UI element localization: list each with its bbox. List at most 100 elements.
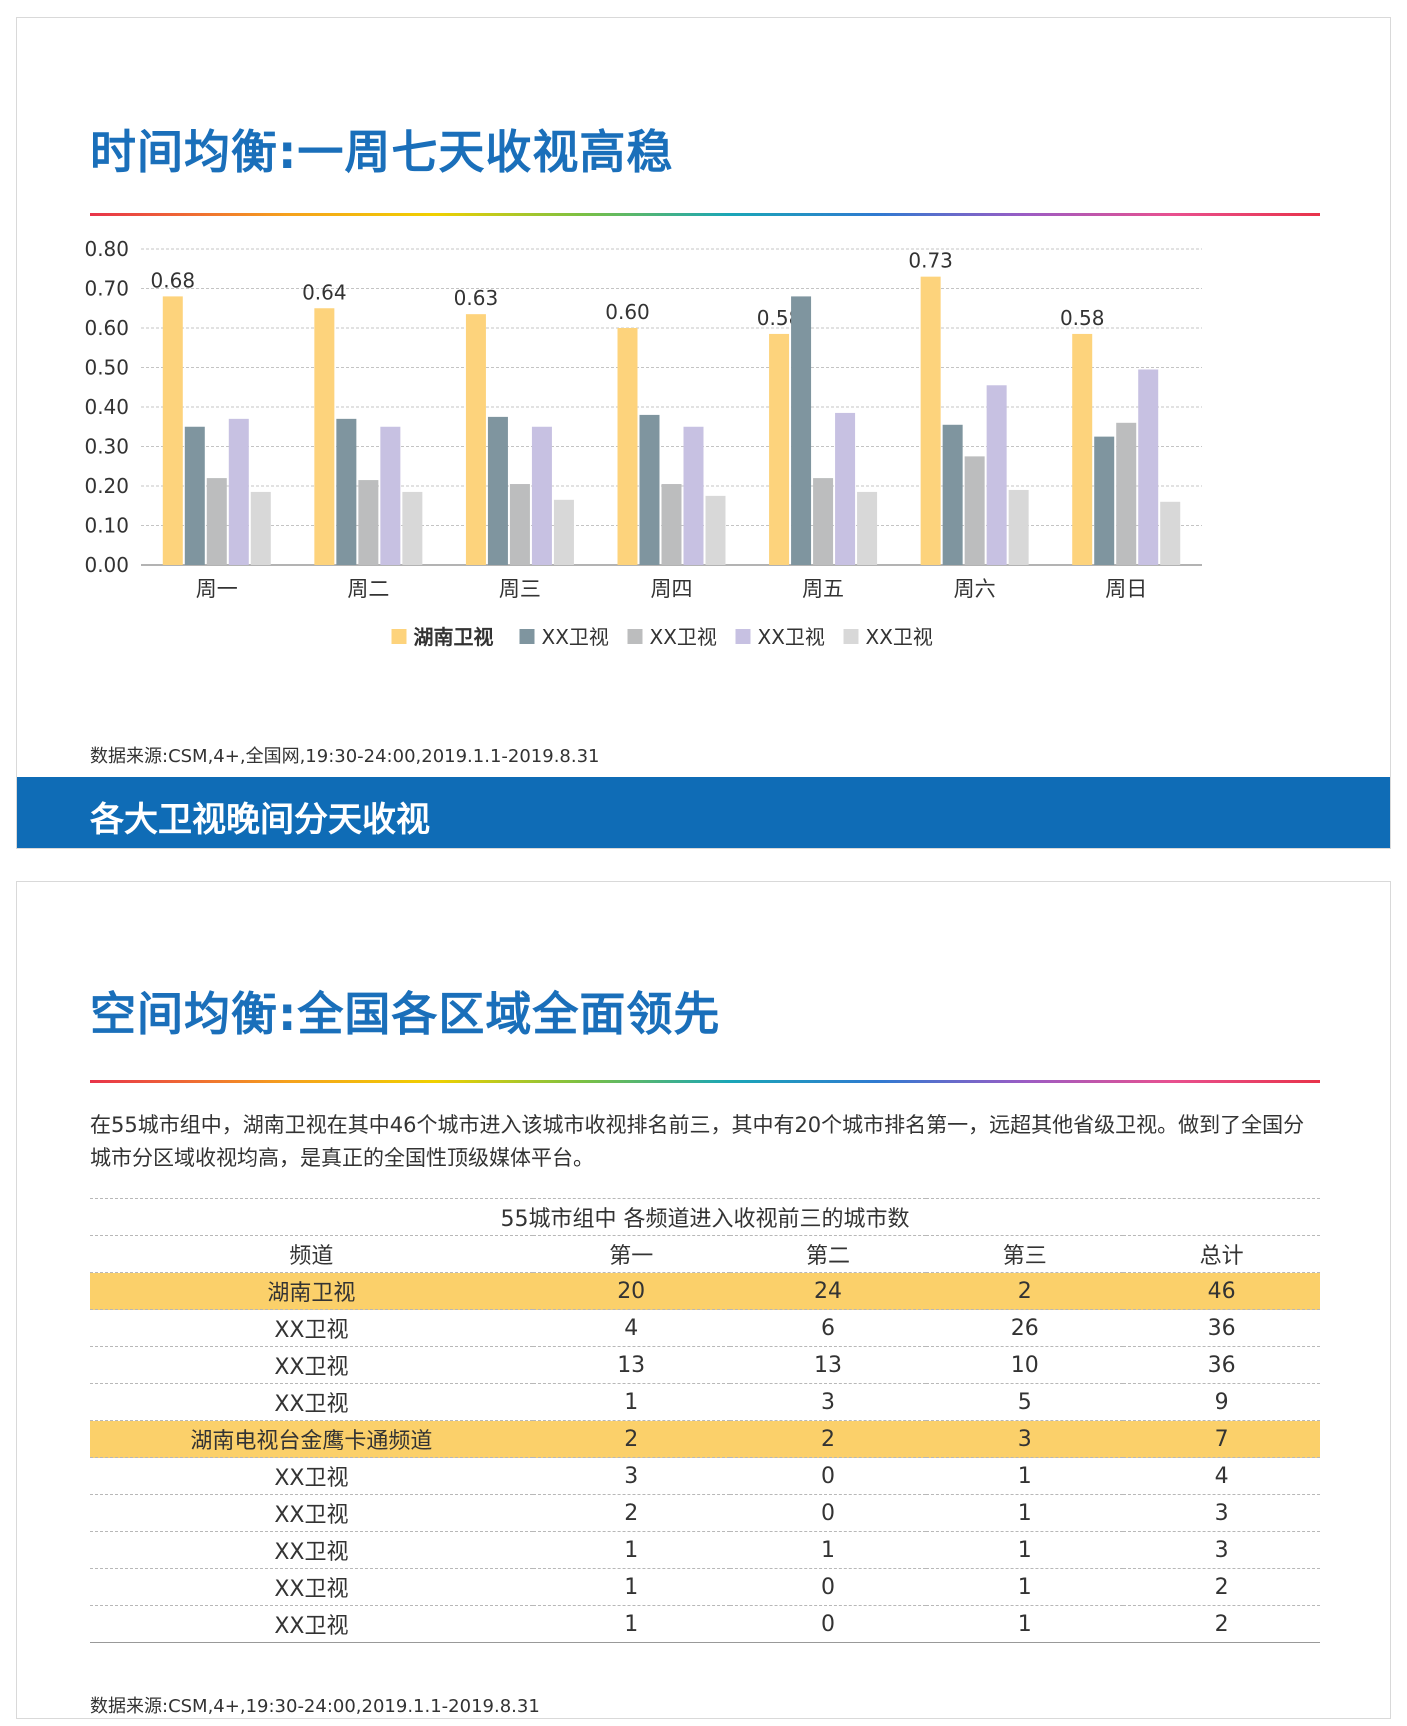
bar bbox=[661, 484, 682, 565]
bar bbox=[162, 296, 183, 565]
bar bbox=[964, 456, 985, 565]
y-tick-label: 0.50 bbox=[84, 356, 129, 380]
bar bbox=[509, 484, 530, 565]
cell-third: 1 bbox=[926, 1457, 1124, 1495]
cell-total: 46 bbox=[1123, 1272, 1320, 1310]
cell-third: 5 bbox=[926, 1383, 1124, 1421]
header-channel: 频道 bbox=[90, 1235, 533, 1273]
x-tick-label: 周二 bbox=[347, 577, 389, 601]
bar bbox=[358, 480, 379, 565]
cell-channel: XX卫视 bbox=[90, 1346, 533, 1384]
x-tick-label: 周六 bbox=[954, 577, 996, 601]
bar-data-label: 0.73 bbox=[908, 249, 953, 273]
cell-channel: XX卫视 bbox=[90, 1457, 533, 1495]
bar bbox=[1072, 333, 1093, 565]
bar bbox=[487, 416, 508, 565]
legend-label: XX卫视 bbox=[866, 625, 933, 649]
bar bbox=[705, 495, 726, 565]
cell-total: 2 bbox=[1123, 1568, 1320, 1606]
slide1-title: 时间均衡:一周七天收视高稳 bbox=[90, 125, 674, 179]
cell-channel: 湖南电视台金鹰卡通频道 bbox=[90, 1420, 533, 1458]
bar bbox=[683, 426, 704, 565]
legend-label: 湖南卫视 bbox=[414, 625, 494, 649]
slide2-title: 空间均衡:全国各区域全面领先 bbox=[90, 987, 721, 1041]
header-second: 第二 bbox=[729, 1235, 927, 1273]
legend-swatch bbox=[735, 629, 751, 644]
cell-third: 2 bbox=[926, 1272, 1124, 1310]
bar bbox=[250, 491, 271, 565]
bar bbox=[769, 333, 790, 565]
cell-total: 9 bbox=[1123, 1383, 1320, 1421]
bar bbox=[942, 424, 963, 565]
slide1-footer-text: 各大卫视晚间分天收视 bbox=[90, 800, 430, 840]
cell-second: 13 bbox=[729, 1346, 927, 1384]
cell-first: 4 bbox=[532, 1309, 730, 1347]
cell-first: 1 bbox=[532, 1383, 730, 1421]
x-tick-label: 周日 bbox=[1105, 577, 1147, 601]
cell-first: 2 bbox=[532, 1494, 730, 1532]
bar-data-label: 0.64 bbox=[302, 280, 347, 304]
y-tick-label: 0.60 bbox=[84, 316, 129, 340]
cell-total: 3 bbox=[1123, 1531, 1320, 1569]
cell-channel: XX卫视 bbox=[90, 1383, 533, 1421]
y-tick-label: 0.80 bbox=[84, 237, 129, 261]
cell-channel: XX卫视 bbox=[90, 1309, 533, 1347]
cell-third: 1 bbox=[926, 1605, 1124, 1643]
bar bbox=[617, 328, 638, 565]
table-caption: 55城市组中 各频道进入收视前三的城市数 bbox=[90, 1198, 1320, 1236]
cell-first: 1 bbox=[532, 1531, 730, 1569]
cell-first: 3 bbox=[532, 1457, 730, 1495]
cell-first: 2 bbox=[532, 1420, 730, 1458]
table-row: XX卫视 1 0 1 2 bbox=[90, 1568, 1320, 1606]
cell-second: 2 bbox=[729, 1420, 927, 1458]
cell-first: 1 bbox=[532, 1605, 730, 1643]
legend-label: XX卫视 bbox=[542, 625, 609, 649]
header-third: 第三 bbox=[926, 1235, 1124, 1273]
cell-third: 1 bbox=[926, 1494, 1124, 1532]
bar bbox=[1116, 422, 1137, 565]
legend-swatch bbox=[391, 629, 407, 644]
bar bbox=[791, 296, 812, 565]
bar bbox=[857, 491, 878, 565]
cell-second: 0 bbox=[729, 1605, 927, 1643]
x-tick-label: 周五 bbox=[802, 577, 844, 601]
bar bbox=[835, 412, 856, 565]
cell-second: 1 bbox=[729, 1531, 927, 1569]
bar bbox=[206, 478, 227, 565]
legend-swatch bbox=[627, 629, 643, 644]
cell-second: 24 bbox=[729, 1272, 927, 1310]
bar bbox=[531, 426, 552, 565]
bar bbox=[314, 308, 335, 565]
bar bbox=[813, 478, 834, 565]
bar bbox=[553, 499, 574, 565]
cell-third: 26 bbox=[926, 1309, 1124, 1347]
bar-data-label: 0.60 bbox=[605, 300, 650, 324]
cell-channel: XX卫视 bbox=[90, 1531, 533, 1569]
cell-first: 1 bbox=[532, 1568, 730, 1606]
x-tick-label: 周三 bbox=[499, 577, 541, 601]
bar bbox=[465, 314, 486, 565]
table-body: 湖南卫视 20 24 2 46 XX卫视 4 6 26 36 XX卫视 13 13 10 36 XX卫视 1 3 5… bbox=[90, 1272, 1320, 1643]
y-tick-label: 0.00 bbox=[84, 553, 129, 577]
table-row: 湖南卫视 20 24 2 46 bbox=[90, 1272, 1320, 1310]
slide1-color-rule bbox=[90, 213, 1320, 216]
cell-second: 0 bbox=[729, 1568, 927, 1606]
slide-space-balance: 空间均衡:全国各区域全面领先 在55城市组中，湖南卫视在其中46个城市进入该城市… bbox=[16, 881, 1391, 1719]
header-first: 第一 bbox=[532, 1235, 730, 1273]
slide1-footer-bar: 各大卫视晚间分天收视 bbox=[17, 777, 1390, 848]
bar bbox=[1094, 436, 1115, 565]
bar bbox=[380, 426, 401, 565]
cell-third: 1 bbox=[926, 1531, 1124, 1569]
slide2-source-note: 数据来源:CSM,4+,19:30-24:00,2019.1.1-2019.8.… bbox=[90, 1696, 540, 1717]
bar bbox=[920, 276, 941, 565]
cell-second: 6 bbox=[729, 1309, 927, 1347]
cell-second: 0 bbox=[729, 1494, 927, 1532]
bar bbox=[228, 418, 249, 565]
y-tick-label: 0.10 bbox=[84, 514, 129, 538]
legend-swatch bbox=[843, 629, 859, 644]
table-row: XX卫视 1 3 5 9 bbox=[90, 1383, 1320, 1421]
cell-third: 10 bbox=[926, 1346, 1124, 1384]
cell-total: 2 bbox=[1123, 1605, 1320, 1643]
x-tick-label: 周四 bbox=[651, 577, 693, 601]
y-tick-label: 0.70 bbox=[84, 277, 129, 301]
